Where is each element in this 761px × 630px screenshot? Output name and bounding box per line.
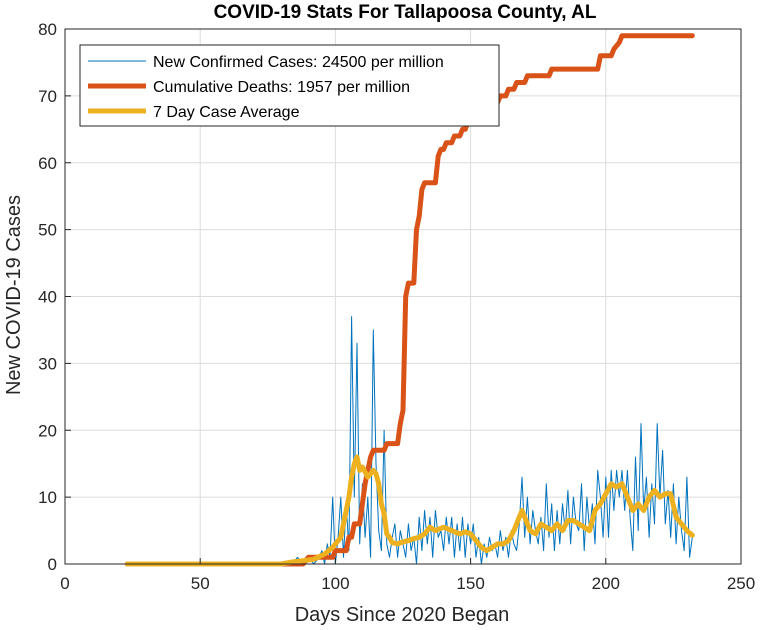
y-tick-label: 50 <box>38 221 57 240</box>
x-tick-label: 150 <box>456 574 484 593</box>
y-tick-label: 80 <box>38 20 57 39</box>
x-axis-label: Days Since 2020 Began <box>295 604 510 626</box>
legend: New Confirmed Cases: 24500 per million C… <box>79 44 500 127</box>
x-tick-label: 250 <box>727 574 755 593</box>
y-tick-label: 20 <box>38 421 57 440</box>
y-tick-label: 60 <box>38 154 57 173</box>
x-tick-label: 100 <box>321 574 349 593</box>
legend-label-deaths: Cumulative Deaths: 1957 per million <box>153 79 410 96</box>
series-layer <box>124 33 695 567</box>
legend-box <box>79 44 500 127</box>
series-7-day-average <box>124 454 695 567</box>
y-tick-label: 70 <box>38 87 57 106</box>
x-tick-label: 50 <box>191 574 210 593</box>
y-axis-label: New COVID-19 Cases <box>3 195 25 395</box>
y-tick-label: 30 <box>38 354 57 373</box>
x-tick-label: 0 <box>60 574 69 593</box>
axis-ticks: 0 50 100 150 200 250 0 10 20 30 40 50 60 70 80 <box>38 20 755 593</box>
legend-label-average: 7 Day Case Average <box>153 104 300 121</box>
x-tick-label: 200 <box>592 574 620 593</box>
series-cumulative-deaths <box>124 33 695 567</box>
y-tick-label: 10 <box>38 488 57 507</box>
legend-label-new-cases: New Confirmed Cases: 24500 per million <box>153 54 444 71</box>
y-tick-label: 0 <box>48 555 57 574</box>
y-tick-label: 40 <box>38 288 57 307</box>
chart-title: COVID-19 Stats For Tallapoosa County, AL <box>214 2 597 23</box>
